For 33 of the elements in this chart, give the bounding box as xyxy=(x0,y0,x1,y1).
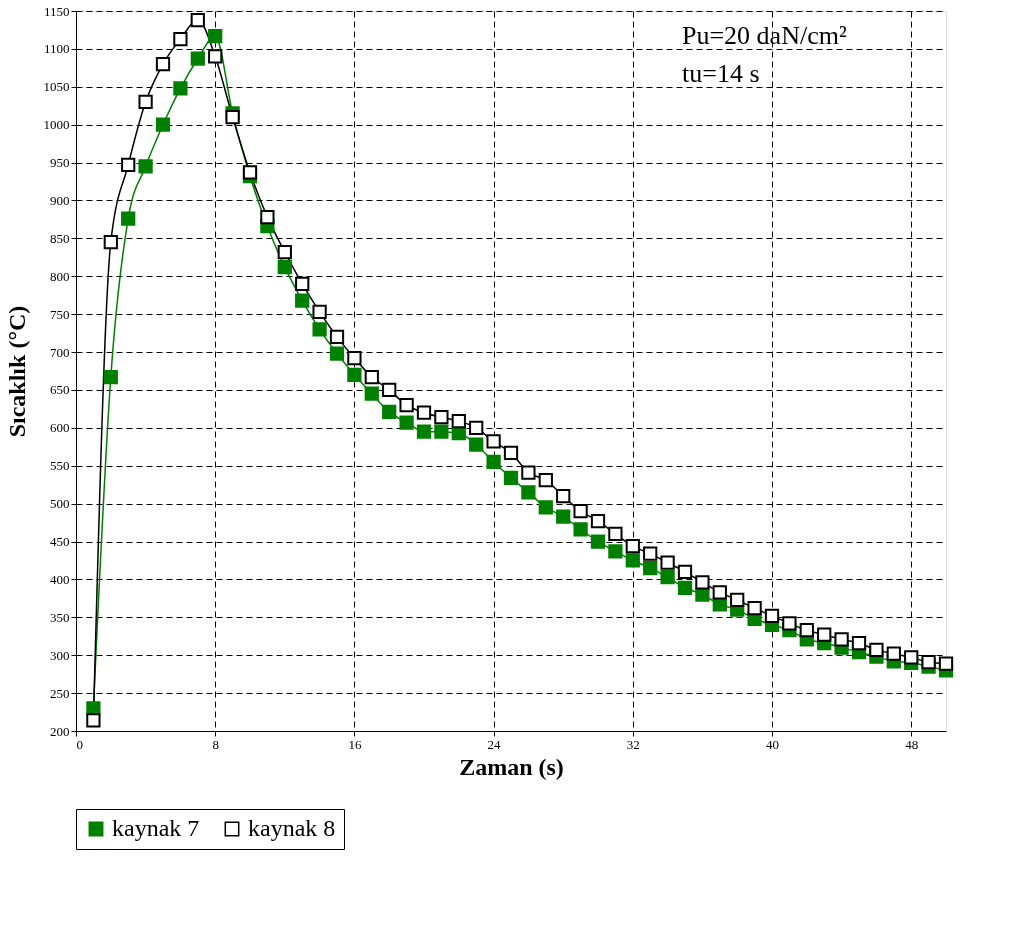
x-tick-label: 0 xyxy=(76,736,83,752)
y-tick-label: 500 xyxy=(50,496,70,512)
x-tick-label: 32 xyxy=(626,736,640,752)
y-tick-label: 1100 xyxy=(43,41,70,57)
y-tick-label: 450 xyxy=(50,534,70,550)
y-tick-label: 400 xyxy=(50,571,70,587)
y-tick-label: 900 xyxy=(50,192,70,208)
y-tick-label: 750 xyxy=(50,306,70,322)
x-tick-label: 40 xyxy=(766,736,779,752)
y-tick-label: 1050 xyxy=(43,79,70,95)
x-tick-label: 16 xyxy=(348,736,362,752)
y-tick-label: 650 xyxy=(50,382,70,398)
annotation: Pu=20 daN/cm² xyxy=(682,20,847,50)
x-tick-label: 8 xyxy=(212,736,219,752)
y-tick-label: 1150 xyxy=(43,3,70,19)
y-tick-label: 600 xyxy=(50,420,70,436)
y-tick-label: 350 xyxy=(50,609,70,625)
y-tick-label: 800 xyxy=(50,268,70,284)
y-tick-label: 850 xyxy=(50,230,70,246)
y-tick-label: 700 xyxy=(50,344,70,360)
legend-label: kaynak 8 xyxy=(248,815,336,841)
y-tick-label: 300 xyxy=(50,647,70,663)
y-tick-label: 250 xyxy=(50,685,70,701)
y-tick-label: 550 xyxy=(50,458,70,474)
x-tick-label: 48 xyxy=(905,736,919,752)
y-tick-label: 950 xyxy=(50,155,70,171)
y-axis-title: Sıcaklık (°C) xyxy=(3,305,30,438)
x-axis-title: Zaman (s) xyxy=(459,753,564,780)
x-tick-label: 24 xyxy=(487,736,502,752)
annotation: tu=14 s xyxy=(682,58,760,88)
legend-label: kaynak 7 xyxy=(112,815,200,841)
y-tick-label: 200 xyxy=(50,723,70,739)
y-tick-label: 1000 xyxy=(43,117,70,133)
